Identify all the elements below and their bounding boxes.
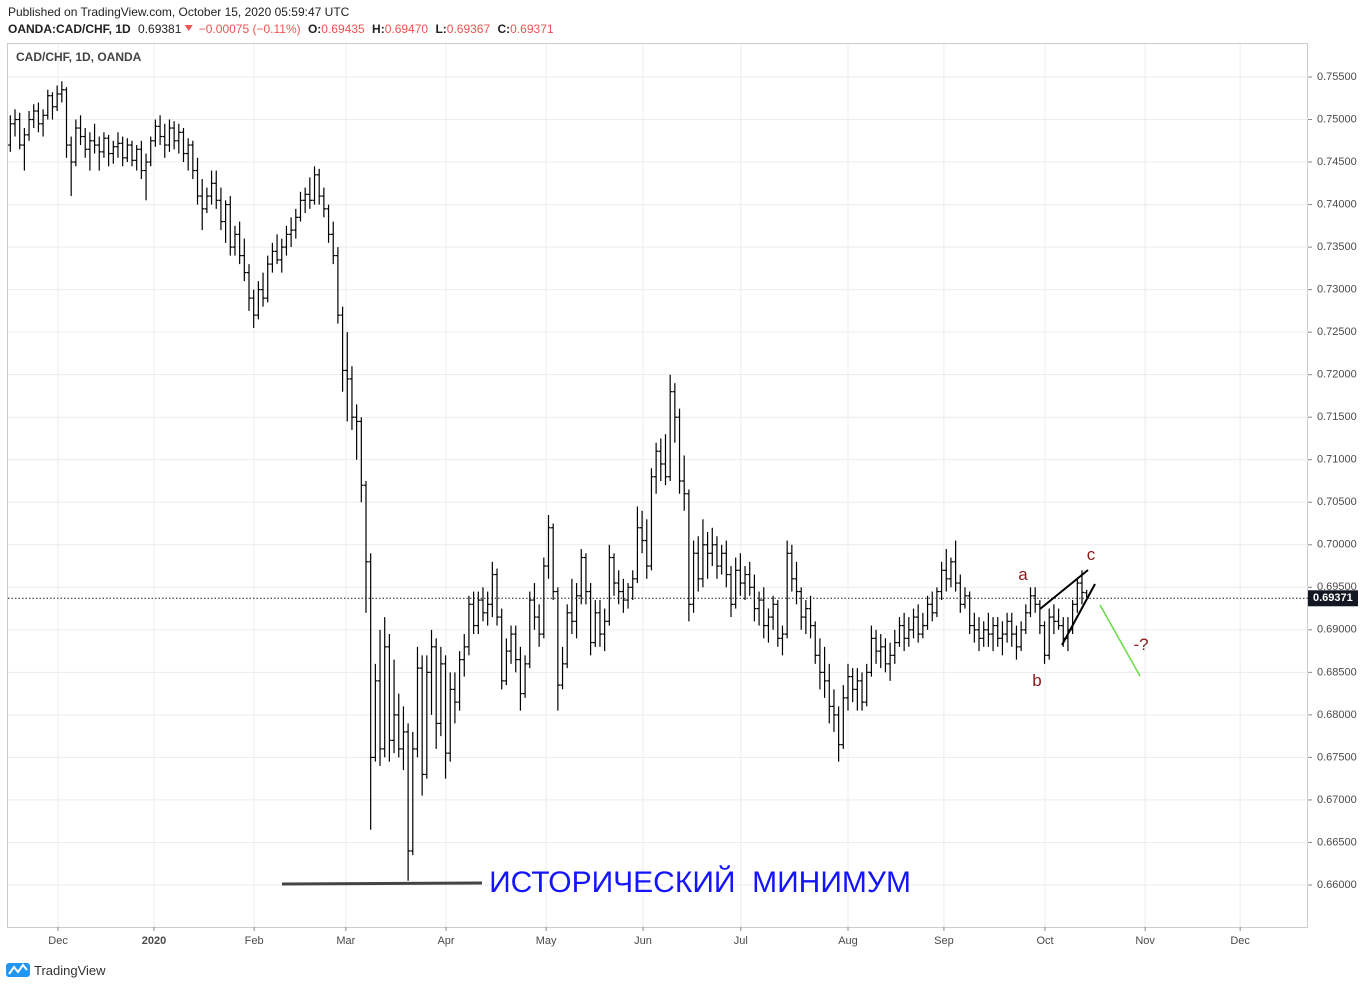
- wedge-lower: [1061, 583, 1096, 646]
- symbol: OANDA:CAD/CHF, 1D: [8, 22, 131, 36]
- y-tick-label: 0.75500: [1317, 71, 1357, 83]
- y-tick-label: 0.74000: [1317, 198, 1357, 210]
- y-tick-label: 0.67500: [1317, 751, 1357, 763]
- drawings: [281, 569, 1141, 886]
- y-tick-label: 0.73500: [1317, 241, 1357, 253]
- plot-frame: [7, 43, 1308, 928]
- y-tick-label: 0.74500: [1317, 156, 1357, 168]
- last-price-label: 0.69371: [1313, 592, 1353, 604]
- bars: [8, 81, 1089, 881]
- published-note: Published on TradingView.com, October 15…: [8, 5, 350, 19]
- annotation: ИСТОРИЧЕСКИЙ МИНИМУМ: [489, 865, 911, 899]
- y-tick-label: 0.72500: [1317, 326, 1357, 338]
- open-value: 0.69435: [321, 22, 365, 36]
- x-tick-label: Oct: [1036, 935, 1053, 947]
- x-tick-label: Dec: [48, 935, 68, 947]
- x-tick-label: Jun: [634, 935, 652, 947]
- y-tick-label: 0.71000: [1317, 454, 1357, 466]
- y-tick-label: 0.69500: [1317, 581, 1357, 593]
- x-tick-label: Aug: [838, 935, 858, 947]
- current-price: 0.69381: [138, 22, 182, 36]
- x-tick-label: Mar: [336, 935, 355, 947]
- down-arrow-icon: [184, 25, 193, 31]
- x-tick-label: Apr: [437, 935, 454, 947]
- price-change: −0.00075 (−0.11%): [199, 22, 301, 36]
- y-tick-label: 0.67000: [1317, 794, 1357, 806]
- x-tick-label: 2020: [142, 935, 166, 947]
- footer-logo: TradingView: [6, 963, 106, 978]
- y-tick-label: 0.68000: [1317, 709, 1357, 721]
- forecast-line: [1099, 604, 1141, 677]
- low-label: L:: [435, 22, 446, 36]
- low-value: 0.69367: [447, 22, 491, 36]
- logo-glyph: [8, 963, 28, 975]
- grid: [8, 44, 1308, 927]
- x-tick-label: May: [536, 935, 557, 947]
- annotations: a b c -? ИСТОРИЧЕСКИЙ МИНИМУМ: [489, 545, 1149, 899]
- y-tick-label: 0.69000: [1317, 624, 1357, 636]
- annotation: a: [1018, 565, 1028, 584]
- y-tick-label: 0.68500: [1317, 666, 1357, 678]
- annotation: c: [1087, 545, 1096, 564]
- annotation: -?: [1133, 635, 1148, 654]
- y-tick-label: 0.72000: [1317, 369, 1357, 381]
- x-tick-label: Jul: [734, 935, 748, 947]
- x-tick-label: Nov: [1135, 935, 1155, 947]
- y-tick-label: 0.73000: [1317, 284, 1357, 296]
- support-line: [281, 881, 483, 886]
- y-tick-label: 0.71500: [1317, 411, 1357, 423]
- y-tick-label: 0.66500: [1317, 836, 1357, 848]
- y-tick-label: 0.70500: [1317, 496, 1357, 508]
- wedge-upper: [1039, 569, 1089, 610]
- annotation: b: [1032, 671, 1041, 690]
- y-tick-label: 0.66000: [1317, 879, 1357, 891]
- x-tick-label: Dec: [1230, 935, 1250, 947]
- open-label: O:: [308, 22, 321, 36]
- high-value: 0.69470: [385, 22, 429, 36]
- symbol-line: OANDA:CAD/CHF, 1D 0.69381 −0.00075 (−0.1…: [8, 22, 554, 36]
- x-tick-label: Feb: [245, 935, 264, 947]
- footer-brand: TradingView: [34, 963, 106, 978]
- last-price-box: [1308, 590, 1358, 607]
- close-label: C:: [498, 22, 511, 36]
- close-value: 0.69371: [510, 22, 554, 36]
- y-tick-label: 0.75000: [1317, 113, 1357, 125]
- chart-title: CAD/CHF, 1D, OANDA: [16, 50, 142, 64]
- y-tick-label: 0.70000: [1317, 539, 1357, 551]
- x-tick-label: Sep: [934, 935, 954, 947]
- high-label: H:: [372, 22, 385, 36]
